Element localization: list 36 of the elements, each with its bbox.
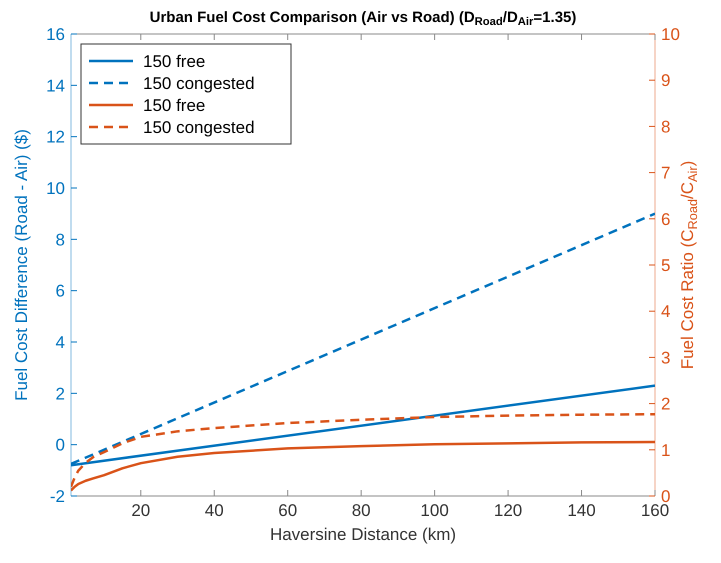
y-tick-label: 2 (56, 384, 65, 404)
legend-label: 150 congested (143, 74, 255, 93)
legend-label: 150 congested (143, 118, 255, 137)
y2-tick-label: 9 (661, 71, 670, 90)
y2-tick-label: 3 (661, 348, 670, 368)
y-tick-label: 8 (56, 230, 65, 250)
x-axis-title: Haversine Distance (km) (270, 525, 456, 544)
legend-label: 150 free (143, 96, 206, 115)
x-tick-label: 120 (494, 501, 522, 520)
y-axis-title: Fuel Cost Difference (Road - Air) ($) (12, 129, 31, 401)
x-tick-label: 40 (204, 501, 224, 520)
y-tick-label: 0 (56, 436, 65, 455)
y2-tick-label: 6 (661, 210, 670, 229)
x-tick-label: 140 (567, 501, 596, 520)
legend-label: 150 free (143, 52, 206, 71)
x-tick-label: 20 (131, 501, 150, 520)
x-tick-label: 100 (420, 501, 449, 520)
line-series (71, 412, 655, 488)
y2-tick-label: 8 (661, 117, 670, 136)
x-tick-label: 160 (640, 501, 670, 520)
y2-tick-label: 10 (661, 25, 680, 44)
chart-title: Urban Fuel Cost Comparison (Air vs Road) (D$_{Road}$/D$_{Air}$=1.35) (150, 9, 576, 28)
y2-tick-label: 5 (661, 256, 670, 275)
y2-tick-label: 4 (661, 302, 670, 322)
x-tick-label: 60 (278, 501, 298, 520)
y-tick-label: -2 (50, 487, 65, 506)
y-tick-label: 16 (46, 25, 65, 44)
y2-tick-label: 2 (661, 394, 670, 414)
y-tick-label: 12 (46, 128, 65, 147)
y2-tick-label: 7 (661, 164, 670, 183)
y2-tick-label: 1 (661, 440, 670, 460)
y-tick-label: 10 (46, 179, 65, 198)
y-tick-label: 14 (46, 76, 65, 96)
x-tick-label: 80 (352, 501, 371, 520)
y-tick-label: 4 (56, 333, 65, 352)
y-tick-label: 6 (56, 282, 65, 301)
